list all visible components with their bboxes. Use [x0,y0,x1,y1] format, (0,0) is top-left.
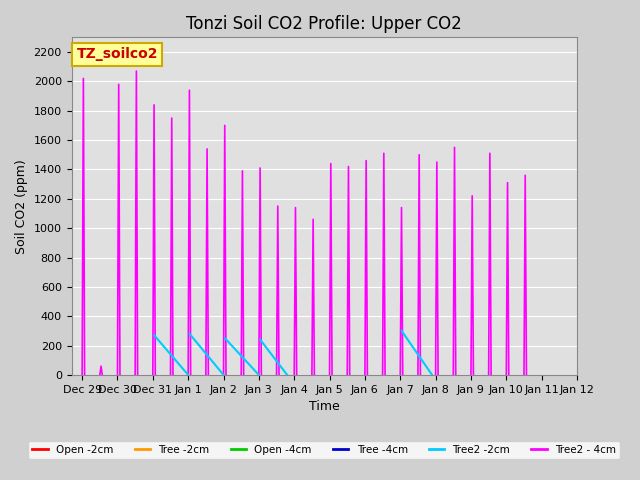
Y-axis label: Soil CO2 (ppm): Soil CO2 (ppm) [15,159,28,253]
Text: TZ_soilco2: TZ_soilco2 [77,48,158,61]
Legend: Open -2cm, Tree -2cm, Open -4cm, Tree -4cm, Tree2 -2cm, Tree2 - 4cm: Open -2cm, Tree -2cm, Open -4cm, Tree -4… [28,441,620,459]
X-axis label: Time: Time [309,400,340,413]
Title: Tonzi Soil CO2 Profile: Upper CO2: Tonzi Soil CO2 Profile: Upper CO2 [186,15,462,33]
